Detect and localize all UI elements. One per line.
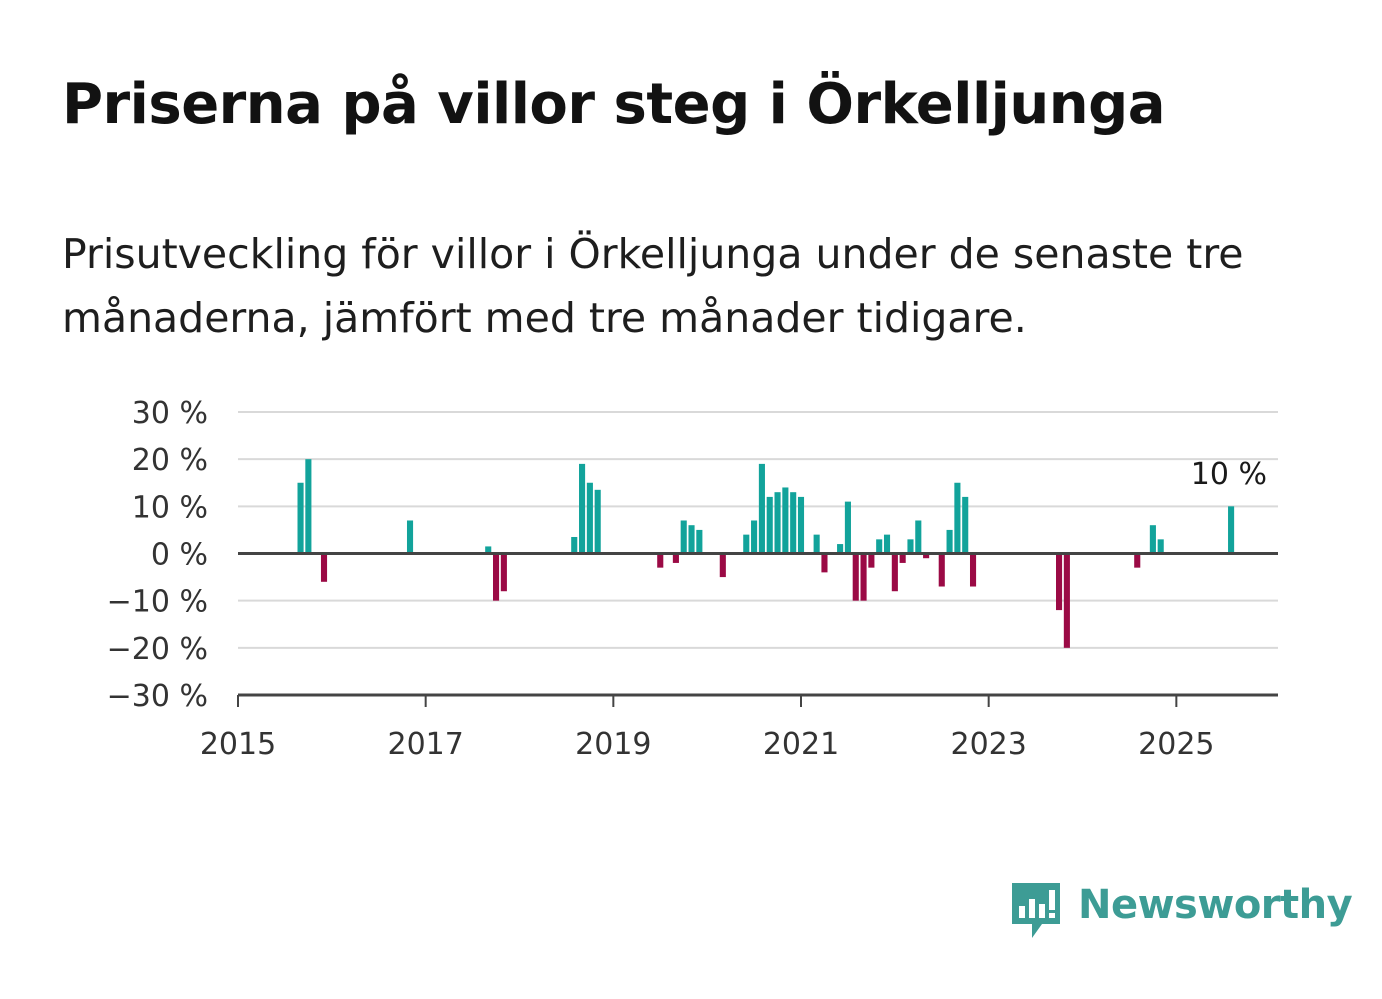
y-tick-label: −10 % <box>107 585 208 620</box>
bar <box>969 553 977 587</box>
bar <box>852 553 859 601</box>
bar <box>492 553 500 601</box>
bar <box>1157 539 1164 554</box>
bar <box>876 539 883 554</box>
bar <box>672 553 679 563</box>
y-tick-label: 30 % <box>132 396 208 431</box>
bar <box>751 520 758 554</box>
y-tick-label: −20 % <box>107 632 208 667</box>
bar <box>782 487 789 554</box>
bar <box>946 529 953 554</box>
x-tick-label: 2017 <box>387 727 463 762</box>
bar <box>938 553 945 587</box>
bar <box>1134 553 1141 568</box>
y-tick-label: 0 % <box>151 538 208 573</box>
bar-chart: 30 %20 %10 %0 %−10 %−20 %−30 % 2015 2017 2… <box>107 396 1278 762</box>
bar <box>688 525 695 554</box>
bar <box>837 544 844 554</box>
bar <box>743 534 750 554</box>
bar <box>915 520 922 554</box>
bar <box>954 482 961 554</box>
bar <box>766 496 773 554</box>
bars <box>297 459 1235 648</box>
bar <box>860 553 867 601</box>
newsworthy-logo-icon <box>1012 883 1060 938</box>
x-axis-labels: 2015 2017 2019 2021 2023 2025 <box>200 727 1215 762</box>
brand-logo: Newsworthy <box>1010 878 1353 942</box>
bar <box>907 539 914 554</box>
y-tick-label: −30 % <box>107 679 208 714</box>
bar <box>696 529 703 554</box>
bar <box>579 463 586 554</box>
bar <box>899 553 906 563</box>
bar <box>406 520 414 554</box>
bar <box>813 534 820 554</box>
bar <box>500 553 507 592</box>
bar <box>586 482 593 554</box>
bar <box>297 482 304 554</box>
grid-lines <box>238 411 1278 649</box>
bar <box>891 553 898 592</box>
bar <box>868 553 875 568</box>
bar <box>883 534 891 554</box>
bar <box>1149 525 1156 554</box>
bar <box>1056 553 1063 611</box>
bar <box>1063 553 1070 648</box>
bar <box>719 553 726 578</box>
axes <box>237 552 1278 707</box>
bar <box>485 546 492 554</box>
bar <box>680 520 687 554</box>
y-axis-labels: 30 % 20 % 10 % 0 % −10 % −20 % −30 % <box>107 396 208 714</box>
bar <box>320 553 328 582</box>
bar <box>797 496 805 554</box>
x-tick-label: 2023 <box>950 727 1026 762</box>
bar <box>774 492 781 554</box>
y-tick-label: 20 % <box>132 443 208 478</box>
last-value-annotation: 10 % <box>1191 457 1267 492</box>
bar <box>821 553 828 573</box>
brand-name: Newsworthy <box>1078 882 1353 928</box>
bar <box>571 536 578 554</box>
bar <box>923 553 930 559</box>
bar <box>758 463 765 554</box>
bar <box>657 553 664 568</box>
bar <box>1228 506 1235 554</box>
chart-title: Priserna på villor steg i Örkelljunga <box>62 72 1165 137</box>
bar <box>305 459 312 554</box>
bar <box>594 489 601 554</box>
bar <box>790 492 797 554</box>
x-tick-label: 2015 <box>200 727 276 762</box>
x-tick-label: 2025 <box>1138 727 1214 762</box>
x-tick-label: 2019 <box>575 727 651 762</box>
bar <box>844 501 851 554</box>
y-tick-label: 10 % <box>132 490 208 525</box>
bar <box>962 496 969 554</box>
chart-subtitle: Prisutveckling för villor i Örkelljunga … <box>62 230 1244 342</box>
x-tick-label: 2021 <box>763 727 839 762</box>
